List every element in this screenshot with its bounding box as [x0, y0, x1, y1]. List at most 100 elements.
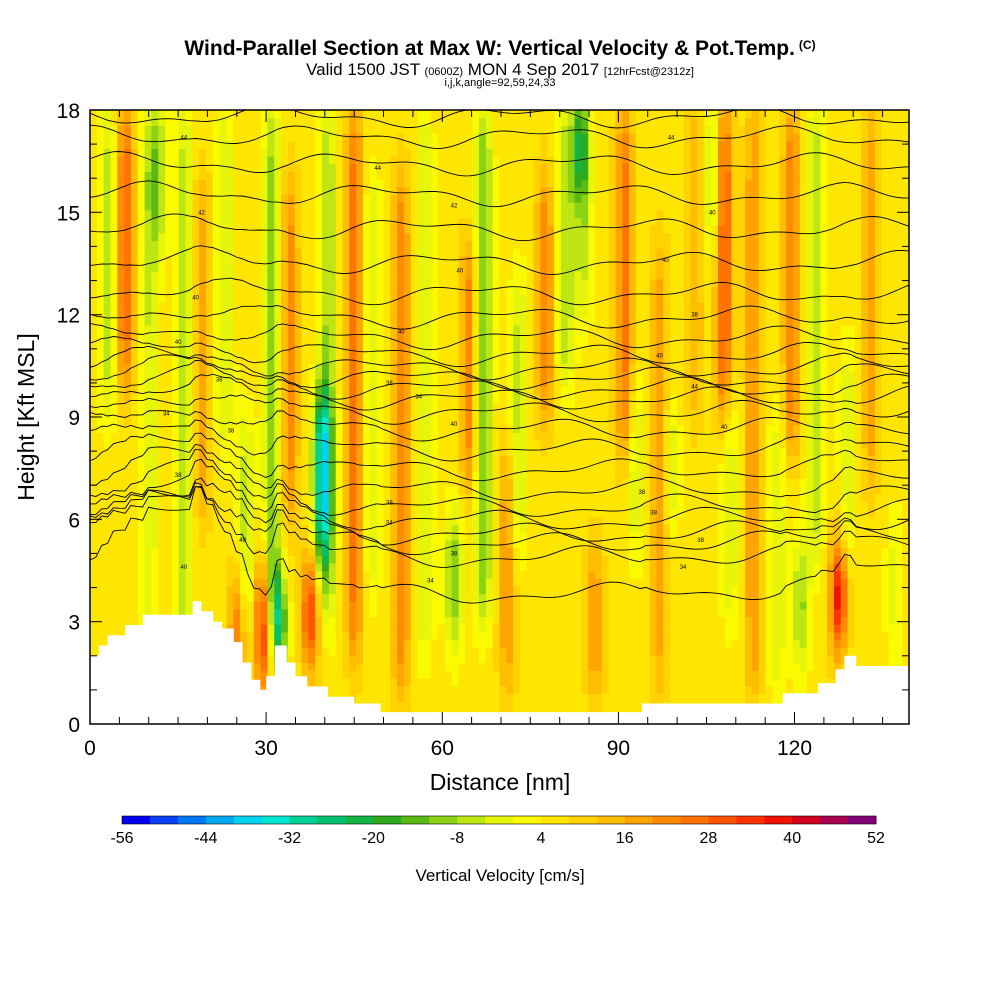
w-cell [206, 524, 214, 533]
w-cell [130, 378, 139, 387]
w-cell [96, 463, 105, 472]
w-cell [294, 478, 303, 487]
w-cell [335, 225, 344, 234]
w-cell [342, 608, 350, 618]
w-cell [328, 585, 337, 595]
w-cell [151, 286, 159, 295]
w-cell [90, 432, 98, 441]
w-cell [390, 324, 398, 334]
w-cell [96, 163, 105, 172]
w-cell [308, 432, 316, 441]
w-cell [349, 202, 357, 211]
w-cell [328, 478, 337, 487]
w-cell [390, 585, 398, 595]
w-cell [479, 493, 487, 503]
w-cell [465, 685, 473, 694]
w-cell [281, 332, 289, 341]
w-cell [199, 332, 207, 341]
w-cell [458, 631, 466, 641]
w-cell [376, 470, 385, 479]
w-cell [363, 156, 371, 165]
w-cell [315, 631, 323, 641]
w-cell [253, 570, 262, 579]
w-cell [144, 447, 153, 456]
w-cell [376, 455, 385, 464]
w-cell [165, 263, 173, 272]
w-cell [485, 631, 494, 641]
w-cell [294, 539, 303, 549]
w-cell [349, 639, 357, 648]
w-cell [171, 110, 180, 119]
w-cell [383, 639, 391, 648]
w-cell [144, 156, 153, 165]
w-cell [185, 263, 193, 272]
w-cell [417, 624, 426, 633]
w-cell [335, 447, 344, 456]
w-cell [151, 401, 159, 410]
w-cell [472, 593, 480, 602]
w-cell [438, 386, 446, 395]
w-cell [206, 463, 214, 472]
w-cell [260, 486, 269, 495]
w-cell [124, 324, 132, 334]
w-cell [267, 524, 275, 533]
w-cell [376, 585, 385, 595]
w-cell [144, 133, 153, 142]
w-cell [287, 486, 296, 495]
w-cell [240, 478, 248, 487]
w-cell [110, 555, 118, 564]
w-cell [206, 378, 214, 387]
w-cell [431, 278, 439, 288]
w-cell [479, 240, 487, 249]
w-cell [233, 332, 241, 341]
w-cell [233, 409, 241, 418]
w-cell [301, 601, 309, 610]
w-cell [233, 232, 241, 242]
w-cell [458, 578, 466, 587]
w-cell [335, 278, 344, 288]
w-cell [281, 355, 289, 364]
w-cell [349, 631, 357, 641]
w-cell [485, 677, 494, 687]
w-cell [287, 547, 296, 556]
w-cell [287, 186, 296, 196]
w-cell [349, 363, 357, 372]
w-cell [363, 271, 371, 280]
w-cell [294, 148, 303, 157]
w-cell [342, 539, 350, 549]
w-cell [253, 110, 262, 119]
w-cell [130, 294, 139, 303]
w-cell [322, 593, 330, 602]
w-cell [219, 255, 228, 265]
w-cell [96, 608, 105, 618]
w-cell [410, 332, 419, 341]
w-cell [240, 608, 248, 618]
w-cell [492, 570, 501, 579]
w-cell [199, 248, 207, 257]
w-cell [137, 455, 146, 464]
w-cell [458, 447, 466, 456]
w-cell [390, 248, 398, 257]
w-cell [117, 440, 125, 449]
w-cell [390, 478, 398, 487]
w-cell [185, 271, 193, 280]
w-cell [287, 148, 296, 157]
w-cell [287, 263, 296, 272]
w-cell [233, 585, 241, 595]
w-cell [308, 670, 316, 679]
w-cell [185, 217, 193, 226]
w-cell [403, 248, 412, 257]
w-cell [281, 209, 289, 219]
w-cell [376, 217, 385, 226]
w-cell [458, 347, 466, 357]
w-cell [431, 332, 439, 341]
w-cell [294, 417, 303, 426]
w-cell [458, 340, 466, 349]
w-cell [212, 470, 221, 479]
w-cell [417, 179, 426, 188]
w-cell [274, 601, 282, 610]
w-cell [192, 163, 200, 172]
w-cell [485, 478, 494, 487]
w-cell [274, 232, 282, 242]
w-cell [438, 393, 446, 403]
